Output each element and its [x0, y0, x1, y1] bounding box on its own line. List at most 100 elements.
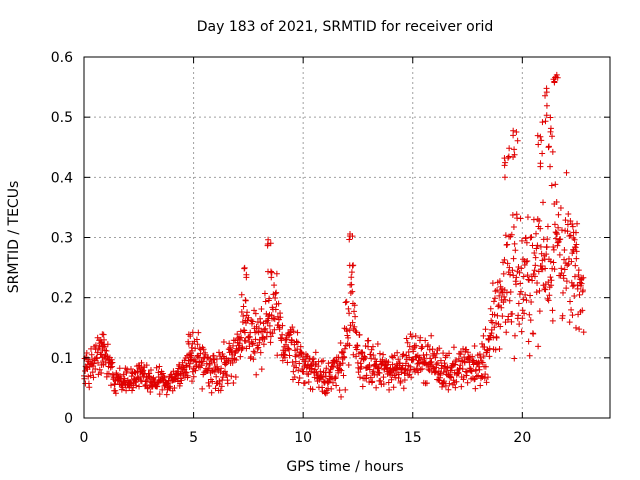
- data-point: [369, 378, 376, 385]
- data-point: [363, 372, 370, 379]
- data-point: [338, 393, 345, 400]
- data-point: [178, 377, 185, 384]
- data-point: [442, 382, 449, 389]
- data-point: [323, 365, 330, 372]
- data-point: [544, 236, 551, 243]
- data-point: [471, 343, 478, 350]
- data-point: [395, 356, 402, 363]
- data-point: [523, 258, 530, 265]
- data-point: [328, 385, 335, 392]
- data-point: [479, 359, 486, 366]
- data-point: [503, 241, 510, 248]
- data-point: [578, 280, 585, 287]
- data-point: [481, 344, 488, 351]
- data-point: [502, 159, 509, 166]
- data-point: [290, 328, 297, 335]
- data-point: [558, 227, 565, 234]
- data-point: [249, 318, 256, 325]
- data-point: [517, 280, 524, 287]
- data-point: [548, 182, 555, 189]
- data-point: [327, 366, 334, 373]
- data-point: [193, 336, 200, 343]
- data-point: [482, 363, 489, 370]
- data-point: [262, 325, 269, 332]
- chart-title: Day 183 of 2021, SRMTID for receiver ori…: [197, 19, 494, 35]
- data-point: [511, 146, 518, 153]
- data-point: [510, 255, 517, 262]
- data-point: [348, 281, 355, 288]
- data-point: [550, 246, 557, 253]
- data-point: [336, 387, 343, 394]
- data-point: [507, 288, 514, 295]
- data-point: [491, 295, 498, 302]
- data-point: [407, 366, 414, 373]
- data-point: [504, 241, 511, 248]
- data-point: [296, 374, 303, 381]
- data-point: [129, 387, 136, 394]
- data-point: [301, 380, 308, 387]
- data-point: [366, 378, 373, 385]
- data-point: [90, 374, 97, 381]
- data-point: [325, 360, 332, 367]
- data-point: [206, 361, 213, 368]
- y-axis-ticks: 0 0.1 0.2 0.3 0.4 0.5 0.6: [51, 50, 610, 427]
- data-point: [547, 125, 554, 132]
- data-point: [526, 352, 533, 359]
- data-point: [346, 342, 353, 349]
- data-point: [510, 223, 517, 230]
- data-point: [545, 144, 552, 151]
- data-point: [198, 362, 205, 369]
- data-point: [99, 331, 106, 338]
- data-point: [545, 279, 552, 286]
- data-point: [553, 229, 560, 236]
- data-point: [406, 343, 413, 350]
- data-point: [250, 348, 257, 355]
- y-tick-label: 0.3: [51, 231, 73, 247]
- x-tick-label: 0: [80, 430, 89, 446]
- data-point: [500, 270, 507, 277]
- data-point: [547, 163, 554, 170]
- data-point: [575, 267, 582, 274]
- data-point: [453, 378, 460, 385]
- data-point: [161, 374, 168, 381]
- data-point: [339, 350, 346, 357]
- data-point: [497, 323, 504, 330]
- y-tick-label: 0.2: [51, 291, 73, 307]
- data-point: [526, 311, 533, 318]
- data-point: [352, 313, 359, 320]
- data-point: [562, 217, 569, 224]
- data-point: [330, 363, 337, 370]
- y-tick-label: 0.4: [51, 170, 73, 186]
- data-point: [131, 369, 138, 376]
- data-point: [319, 374, 326, 381]
- data-point: [502, 296, 509, 303]
- data-point: [571, 273, 578, 280]
- data-point: [351, 308, 358, 315]
- data-point: [477, 354, 484, 361]
- data-point: [267, 333, 274, 340]
- data-point: [112, 390, 119, 397]
- data-point: [361, 353, 368, 360]
- data-point: [285, 345, 292, 352]
- y-tick-label: 0.5: [51, 110, 73, 126]
- data-point: [417, 334, 424, 341]
- data-point: [401, 377, 408, 384]
- data-point: [423, 351, 430, 358]
- data-point: [136, 364, 143, 371]
- data-point: [404, 367, 411, 374]
- data-point: [349, 262, 356, 269]
- data-point: [93, 355, 100, 362]
- data-point: [255, 325, 262, 332]
- data-point: [509, 267, 516, 274]
- data-point: [265, 236, 272, 243]
- data-point: [419, 365, 426, 372]
- data-point: [188, 356, 195, 363]
- data-point: [537, 243, 544, 250]
- data-point: [271, 326, 278, 333]
- data-point: [408, 374, 415, 381]
- data-point: [535, 343, 542, 350]
- data-point: [121, 375, 128, 382]
- data-point: [486, 336, 493, 343]
- data-point: [506, 297, 513, 304]
- data-point: [336, 366, 343, 373]
